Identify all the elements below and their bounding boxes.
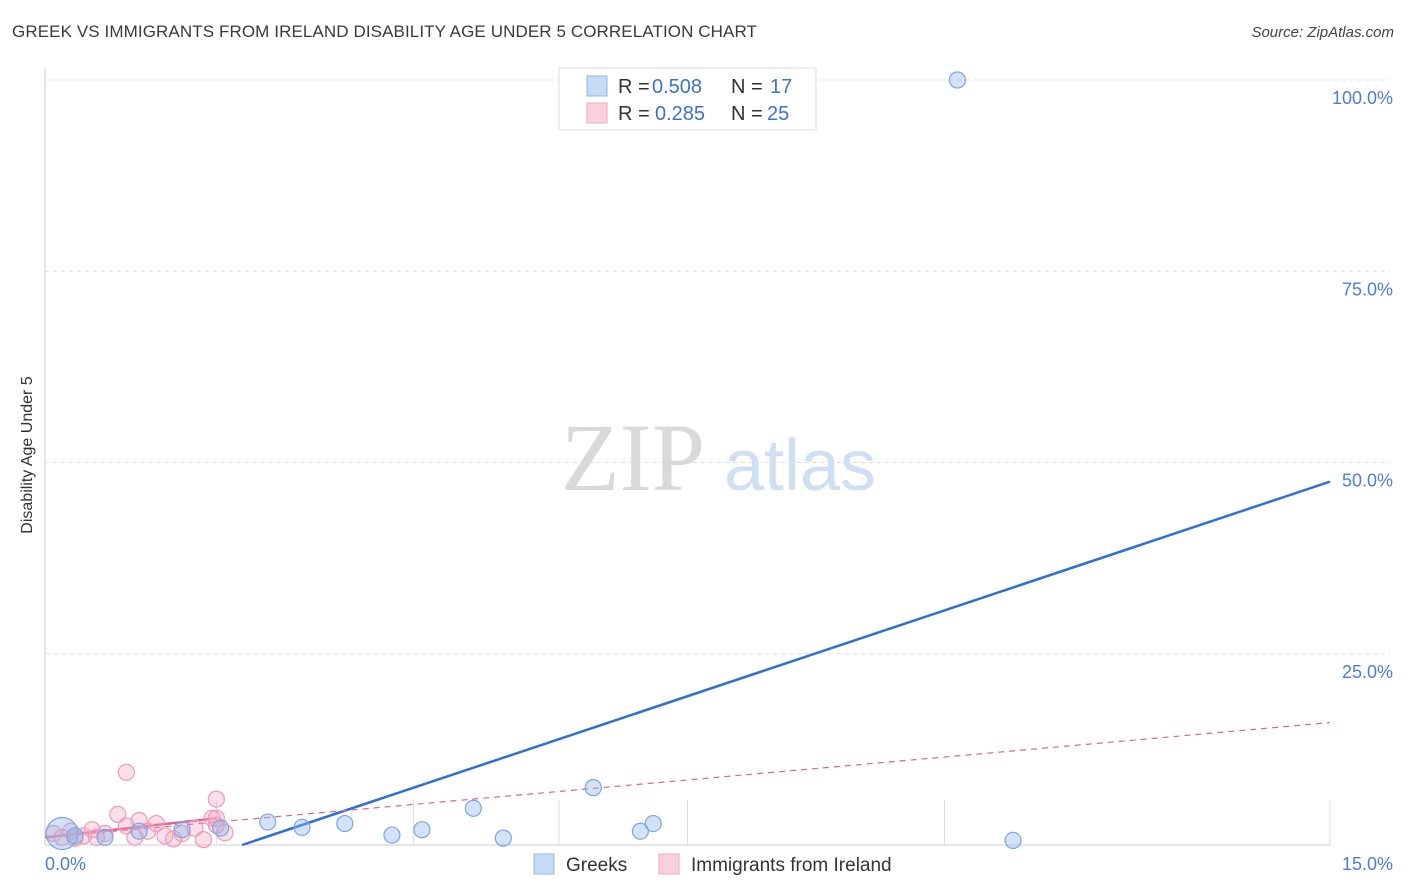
x-tick-label-max: 15.0% [1342,854,1393,874]
greeks-point [130,822,148,840]
greeks-point [464,799,482,817]
greeks-r-value: 0.508 [652,76,702,98]
greeks-point [259,813,277,831]
ireland-point [109,805,127,824]
greeks-series-swatch [533,853,555,875]
ireland-n-label: N = [731,103,763,125]
greeks-point [413,821,431,839]
ireland-point [173,824,191,843]
greeks-point [212,819,230,837]
greeks-r-label: R = [618,76,650,98]
y-tick-label: 50.0% [1342,471,1393,491]
y-tick-label: 75.0% [1342,279,1393,299]
y-tick-label: 100.0% [1332,88,1393,108]
greeks-point [948,71,966,89]
trend-lines [44,480,1331,847]
greeks-point [494,829,512,847]
greeks-point [336,814,354,833]
ireland-r-value: 0.285 [655,103,705,125]
chart-title: GREEK VS IMMIGRANTS FROM IRELAND DISABIL… [12,22,758,41]
watermark: ZIP atlas [561,404,876,511]
grid [44,68,1390,846]
ireland-trend-solid [44,816,217,839]
greeks-point [584,779,602,797]
source-label: Source: ZipAtlas.com [1251,24,1394,41]
greeks-n-label: N = [731,76,763,98]
ireland-point [147,814,165,833]
greeks-legend-swatch [586,75,608,97]
greeks-point [96,828,114,846]
ireland-point [117,817,135,835]
watermark-zip: ZIP [561,404,705,511]
ireland-point [53,828,71,846]
ireland-series-label: Immigrants from Ireland [691,855,892,876]
greeks-series-label: Greeks [566,855,627,876]
ireland-point [207,809,225,827]
data-points [44,71,1022,851]
ireland-point [194,831,213,849]
ireland-r-label: R = [618,103,650,125]
greeks-point [631,822,649,840]
y-tick-label: 25.0% [1342,662,1393,682]
x-tick-label-min: 0.0% [45,854,86,874]
greeks-point [644,814,662,833]
ireland-point [186,819,204,837]
greeks-n-value: 17 [770,76,792,98]
ireland-point [164,830,183,848]
ireland-n-value: 25 [767,103,789,125]
x-tick-labels: 0.0% 15.0% [45,854,1393,874]
y-tick-labels: 25.0% 50.0% 75.0% 100.0% [1332,88,1393,682]
ireland-point [207,790,225,808]
greeks-point [173,821,191,839]
stats-legend: R = 0.508 N = 17 R = 0.285 N = 25 [558,67,817,131]
watermark-atlas: atlas [724,426,876,506]
series-legend: Greeks Immigrants from Ireland [533,853,892,876]
greeks-point [383,826,401,844]
greeks-trend-line [241,480,1331,847]
ireland-point [96,824,114,843]
ireland-point [117,763,135,781]
greeks-point [66,827,84,845]
greeks-point [1004,831,1022,850]
ireland-series-swatch [658,853,680,875]
greeks-point [293,818,311,837]
ireland-legend-swatch [586,102,608,124]
